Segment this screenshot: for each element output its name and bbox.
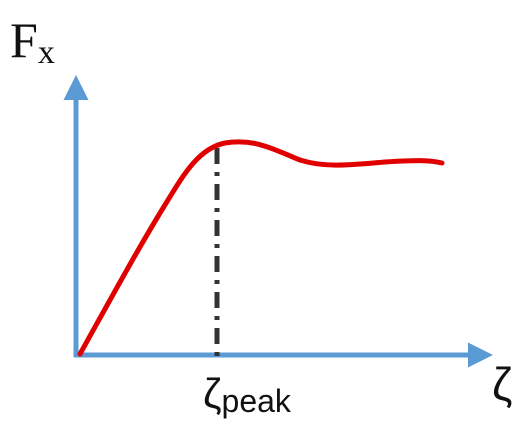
x-axis-label: ζ xyxy=(492,358,512,410)
peak-label-subscript: peak xyxy=(222,383,292,419)
force-curve xyxy=(77,139,445,357)
y-axis-label: Fx xyxy=(10,12,55,71)
peak-label: ζpeak xyxy=(203,370,292,419)
peak-label-symbol: ζ xyxy=(203,370,222,417)
y-axis-label-main: F xyxy=(10,12,38,68)
y-axis-label-subscript: x xyxy=(38,34,55,71)
